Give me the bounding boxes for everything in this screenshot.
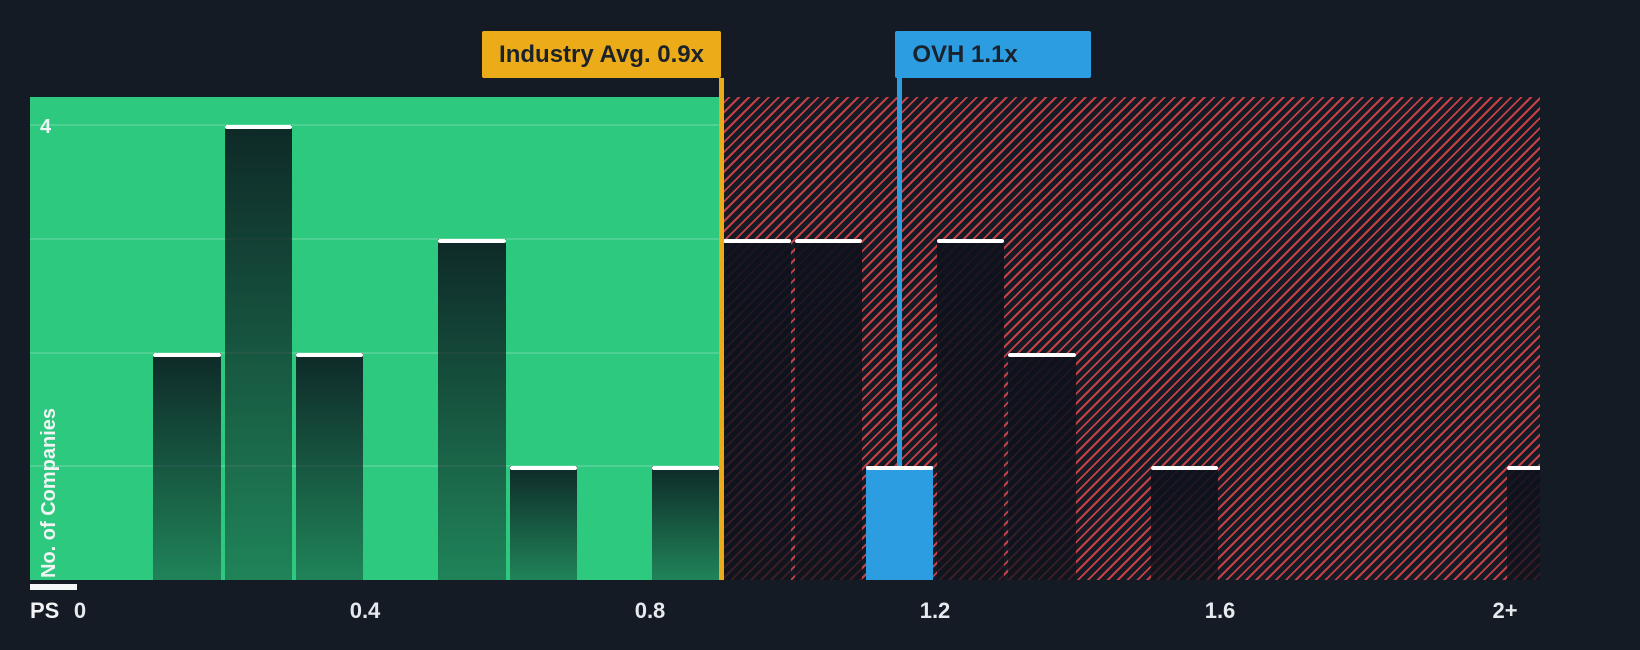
company-marker-line <box>896 78 902 467</box>
x-axis-tick-label: 0.4 <box>349 598 381 623</box>
below-industry-avg-zone <box>30 97 721 580</box>
company-label: OVH 1.1x <box>912 41 1018 68</box>
bar-top-cap <box>438 238 506 243</box>
plot-area <box>30 97 1540 580</box>
bar-top-cap <box>1507 466 1540 471</box>
histogram-bar <box>1008 352 1076 580</box>
bar-top-cap <box>224 125 292 129</box>
bar-top-cap <box>723 238 791 243</box>
x-axis-tick-label: 0 <box>73 598 87 623</box>
x-axis-tick-label: 0.8 <box>634 598 666 623</box>
x-axis-unit-label: PS <box>30 598 60 623</box>
y-gridline <box>30 124 721 126</box>
histogram-bar <box>1507 466 1540 580</box>
industry-avg-callout: Industry Avg. 0.9x <box>482 31 721 78</box>
bar-top-cap <box>794 238 862 243</box>
bar-top-cap <box>937 238 1005 243</box>
histogram-bar <box>652 466 720 580</box>
y-gridline <box>30 237 721 240</box>
x-axis-tick-label: 1.2 <box>919 598 951 623</box>
industry-avg-marker-line <box>719 78 724 580</box>
company-callout: OVH 1.1x <box>895 31 1092 78</box>
histogram-bar <box>224 125 292 580</box>
histogram-bar <box>295 352 363 580</box>
histogram-bar <box>153 352 221 580</box>
bar-top-cap <box>295 352 363 357</box>
bar-top-cap <box>153 352 221 357</box>
bar-top-cap <box>1008 352 1076 357</box>
y-gridline <box>30 351 721 354</box>
company-histogram-bar <box>865 466 933 580</box>
histogram-bar <box>937 238 1005 580</box>
x-axis-tick-label: 1.6 <box>1204 598 1236 623</box>
x-axis-origin-tick <box>30 584 77 590</box>
bar-top-cap <box>1150 466 1218 471</box>
histogram-bar <box>723 238 791 580</box>
y-gridline <box>30 465 721 468</box>
bar-top-cap <box>652 466 720 471</box>
y-axis-top-tick-label: 4 <box>40 116 52 138</box>
industry-avg-label: Industry Avg. 0.9x <box>499 41 704 68</box>
histogram-bar <box>794 238 862 580</box>
histogram-bar <box>1150 466 1218 580</box>
bar-top-cap <box>509 466 577 471</box>
histogram-bar <box>509 466 577 580</box>
y-axis-title: No. of Companies <box>38 407 60 578</box>
bar-top-cap <box>865 466 933 471</box>
histogram-bar <box>438 238 506 580</box>
x-axis-tick-label: 2+ <box>1492 598 1518 623</box>
